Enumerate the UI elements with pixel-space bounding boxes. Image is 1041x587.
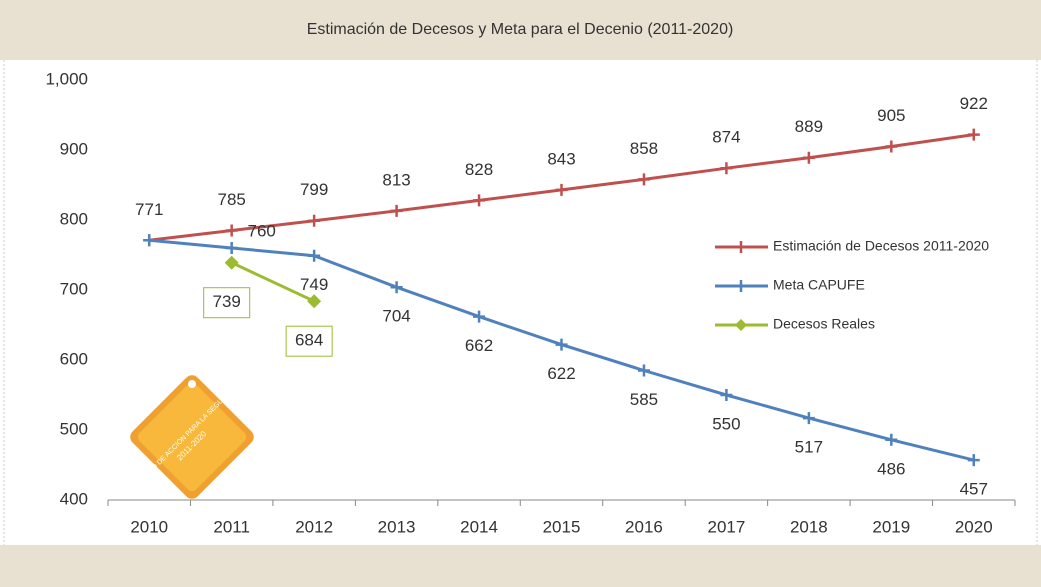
legend-marker xyxy=(735,241,747,253)
marker xyxy=(802,151,815,164)
y-tick-label: 600 xyxy=(60,349,88,368)
label-box xyxy=(285,325,333,357)
marker xyxy=(307,294,322,309)
x-tick-label: 2012 xyxy=(295,517,333,536)
y-tick-label: 1,000 xyxy=(45,69,88,88)
marker xyxy=(967,454,980,467)
data-label: 760 xyxy=(247,221,275,240)
marker xyxy=(555,183,568,196)
x-tick-label: 2013 xyxy=(378,517,416,536)
x-tick-label: 2014 xyxy=(460,517,498,536)
data-label: 457 xyxy=(960,480,988,499)
logo-inner xyxy=(137,382,247,492)
data-label: 704 xyxy=(382,307,410,326)
logo-hole xyxy=(188,380,196,388)
label-box xyxy=(203,287,251,319)
legend-label: Meta CAPUFE xyxy=(773,277,865,293)
marker xyxy=(637,364,650,377)
series-line xyxy=(231,261,315,303)
data-label: 684 xyxy=(295,331,323,350)
data-label: 771 xyxy=(135,200,163,219)
data-label: 486 xyxy=(877,459,905,478)
y-tick-label: 900 xyxy=(60,139,88,158)
marker xyxy=(885,140,898,153)
marker xyxy=(473,310,486,323)
x-tick-label: 2020 xyxy=(955,517,993,536)
logo xyxy=(130,375,254,499)
marker xyxy=(225,242,238,254)
legend-label: Decesos Reales xyxy=(773,316,875,332)
footer-band xyxy=(0,545,1041,587)
data-label: 905 xyxy=(877,106,905,125)
x-tick-label: 2018 xyxy=(790,517,828,536)
marker xyxy=(390,281,403,294)
legend-label: Estimación de Decesos 2011-2020 xyxy=(773,238,989,254)
x-tick-label: 2019 xyxy=(872,517,910,536)
marker xyxy=(720,162,733,175)
data-label: 749 xyxy=(300,275,328,294)
marker xyxy=(143,234,156,247)
x-tick-label: 2015 xyxy=(543,517,581,536)
marker xyxy=(885,433,898,446)
marker xyxy=(555,338,568,351)
marker xyxy=(802,412,815,425)
x-tick-label: 2017 xyxy=(707,517,745,536)
marker xyxy=(308,214,321,227)
y-tick-label: 800 xyxy=(60,209,88,228)
marker xyxy=(390,204,403,217)
y-tick-label: 500 xyxy=(60,419,88,438)
marker xyxy=(720,389,733,401)
chart-title: Estimación de Decesos y Meta para el Dec… xyxy=(307,21,734,38)
marker xyxy=(224,255,239,270)
data-label: 799 xyxy=(300,180,328,199)
marker xyxy=(637,173,650,186)
marker xyxy=(967,128,980,141)
data-label: 828 xyxy=(465,160,493,179)
header-band xyxy=(0,0,1041,60)
marker xyxy=(308,249,321,262)
y-tick-label: 700 xyxy=(60,279,88,298)
x-tick-label: 2016 xyxy=(625,517,663,536)
data-label: 785 xyxy=(217,190,245,209)
legend-marker xyxy=(735,280,747,292)
data-label: 585 xyxy=(630,390,658,409)
data-label: 813 xyxy=(382,170,410,189)
data-label: 858 xyxy=(630,139,658,158)
data-label: 922 xyxy=(960,94,988,113)
legend-marker xyxy=(735,319,747,331)
x-tick-label: 2011 xyxy=(213,517,250,536)
marker xyxy=(225,224,238,237)
data-label: 739 xyxy=(212,292,240,311)
data-label: 662 xyxy=(465,336,493,355)
data-label: 550 xyxy=(712,414,740,433)
data-label: 517 xyxy=(795,438,823,457)
data-label: 889 xyxy=(795,117,823,136)
y-tick-label: 400 xyxy=(60,489,88,508)
marker xyxy=(473,194,486,207)
data-label: 843 xyxy=(547,149,575,168)
data-label: 874 xyxy=(712,128,740,147)
x-tick-label: 2010 xyxy=(130,517,168,536)
data-label: 622 xyxy=(547,364,575,383)
